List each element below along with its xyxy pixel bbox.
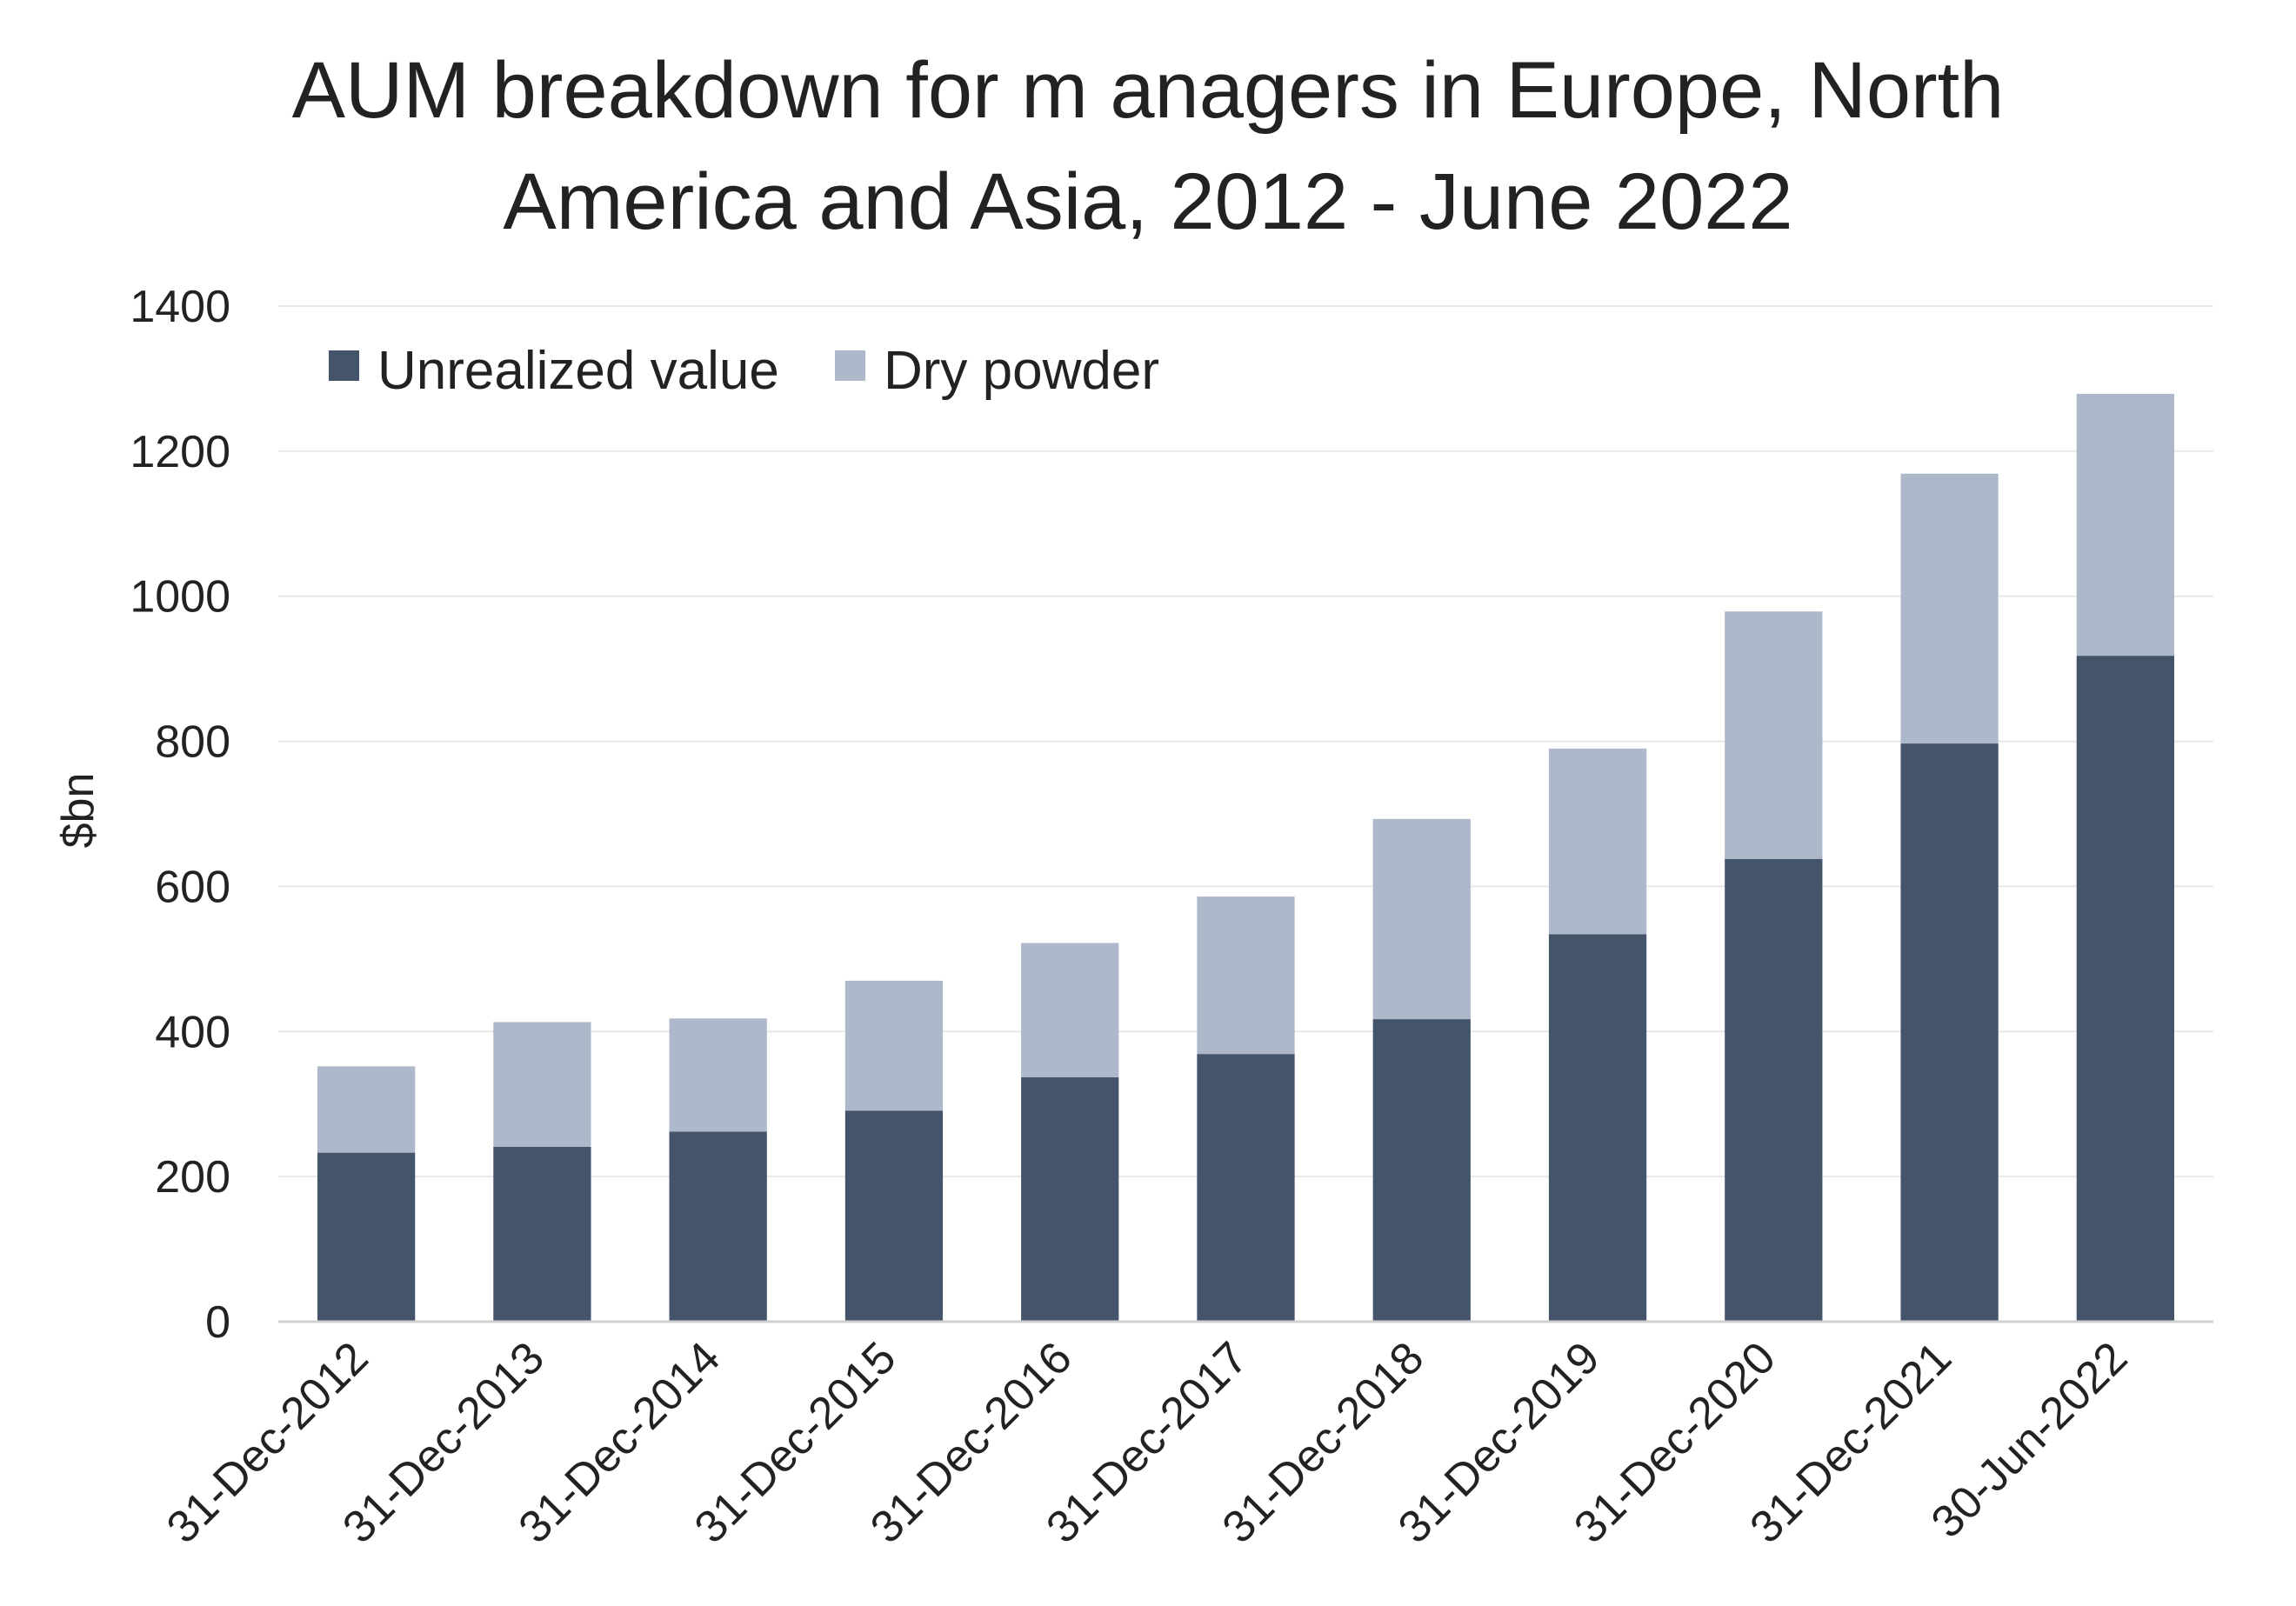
- bar-segment-unrealized-value: [493, 1146, 591, 1322]
- bar-segment-unrealized-value: [1900, 743, 1999, 1322]
- gridlines: [278, 305, 2213, 1178]
- y-tick-label: 400: [155, 1007, 230, 1057]
- y-tick-label: 1000: [130, 572, 230, 623]
- bar-segment-unrealized-value: [1197, 1054, 1295, 1322]
- y-axis-title: $bn: [53, 773, 103, 849]
- bar-segment-unrealized-value: [669, 1131, 767, 1322]
- legend-swatch: [329, 350, 359, 381]
- bar-segment-unrealized-value: [1372, 1019, 1471, 1322]
- legend-label: Dry powder: [884, 341, 1159, 401]
- bar-segment-unrealized-value: [844, 1110, 944, 1322]
- bar-segment-dry-powder: [844, 980, 944, 1111]
- bar-segment-dry-powder: [1372, 818, 1471, 1020]
- bar-segment-dry-powder: [1021, 943, 1119, 1077]
- legend: Unrealized value Dry powder: [329, 341, 1159, 401]
- y-tick-label: 800: [155, 717, 230, 768]
- bar-segment-dry-powder: [1900, 473, 1999, 744]
- bar-segment-dry-powder: [317, 1066, 416, 1153]
- y-tick-label: 0: [205, 1297, 230, 1348]
- bar-segment-unrealized-value: [1725, 858, 1823, 1322]
- bar-segment-unrealized-value: [1021, 1076, 1119, 1322]
- bar-segment-dry-powder: [669, 1018, 767, 1132]
- bar-segment-unrealized-value: [2076, 656, 2174, 1322]
- y-tick-label: 200: [155, 1152, 230, 1203]
- chart-title-line-2: America and Asia, 2012 - June 2022: [503, 157, 1793, 246]
- bar-segment-unrealized-value: [1548, 934, 1647, 1322]
- chart-title-line-1: AUM breakdown for m anagers in Europe, N…: [291, 46, 2005, 135]
- bar-segment-dry-powder: [2076, 393, 2174, 656]
- bar-segment-unrealized-value: [317, 1152, 416, 1322]
- legend-label: Unrealized value: [377, 341, 779, 401]
- y-tick-label: 600: [155, 862, 230, 912]
- bars: [317, 393, 2174, 1322]
- y-tick-label: 1400: [130, 282, 230, 332]
- bar-segment-dry-powder: [493, 1022, 591, 1147]
- bar-segment-dry-powder: [1725, 611, 1823, 859]
- bar-segment-dry-powder: [1548, 748, 1647, 935]
- legend-swatch: [835, 350, 865, 381]
- chart-title: AUM breakdown for m anagers in Europe, N…: [0, 35, 2296, 257]
- bar-segment-dry-powder: [1197, 896, 1295, 1055]
- y-tick-label: 1200: [130, 427, 230, 477]
